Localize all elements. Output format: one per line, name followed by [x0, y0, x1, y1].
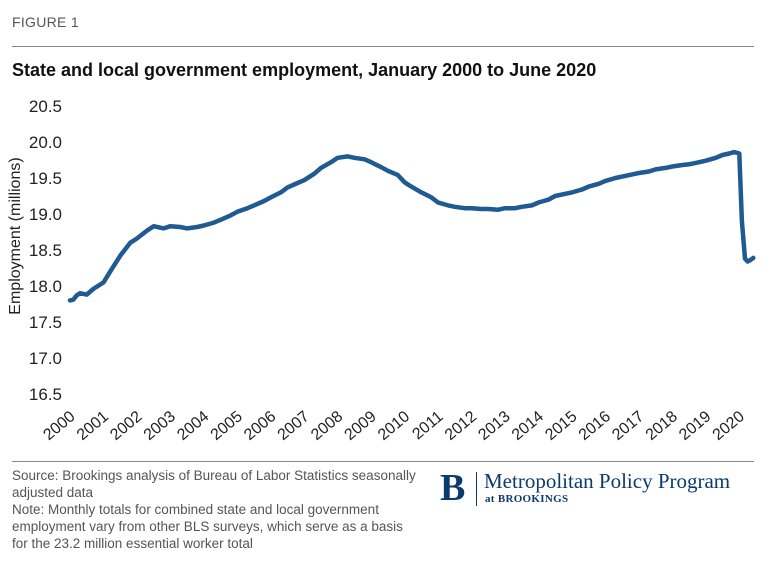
brand-mark: B — [440, 467, 466, 509]
y-tick-label: 17.5 — [29, 313, 62, 332]
x-tick-label: 2017 — [609, 408, 647, 444]
x-tick-label: 2014 — [509, 408, 547, 444]
x-tick-label: 2015 — [542, 408, 580, 444]
x-axis-ticks: 2000200120022003200420052006200720082009… — [40, 408, 748, 444]
x-tick-label: 2009 — [342, 408, 380, 444]
x-tick-label: 2010 — [375, 408, 413, 444]
x-tick-label: 2011 — [409, 408, 446, 443]
chart-notes: Source: Brookings analysis of Bureau of … — [12, 467, 422, 552]
series-line-employment — [67, 149, 756, 303]
y-axis-label: Employment (millions) — [7, 157, 24, 314]
line-chart: 16.5 17.0 17.5 18.0 18.5 19.0 19.5 20.0 20.5 200… — [7, 97, 756, 444]
y-tick-label: 16.5 — [29, 385, 62, 404]
y-tick-label: 19.0 — [29, 205, 62, 224]
top-divider — [12, 46, 754, 47]
y-tick-label: 19.5 — [29, 169, 62, 188]
x-tick-label: 2006 — [241, 408, 279, 444]
x-tick-label: 2018 — [643, 408, 681, 444]
y-tick-label: 20.0 — [29, 133, 62, 152]
x-tick-label: 2005 — [208, 408, 246, 444]
x-tick-label: 2020 — [710, 408, 748, 444]
brookings-logo: B Metropolitan Policy Program at BROOKIN… — [440, 467, 760, 510]
x-tick-label: 2001 — [74, 408, 112, 444]
x-tick-label: 2007 — [275, 408, 313, 444]
x-tick-label: 2012 — [442, 408, 480, 444]
y-tick-label: 18.0 — [29, 277, 62, 296]
x-tick-label: 2000 — [40, 408, 78, 444]
y-axis-ticks: 16.5 17.0 17.5 18.0 18.5 19.0 19.5 20.0 20.5 — [29, 97, 62, 404]
x-tick-label: 2013 — [475, 408, 513, 444]
brand-subtitle: at BROOKINGS — [485, 493, 569, 505]
y-tick-label: 18.5 — [29, 241, 62, 260]
brand-divider — [476, 472, 477, 506]
y-tick-label: 17.0 — [29, 349, 62, 368]
source-note: Source: Brookings analysis of Bureau of … — [12, 468, 416, 500]
brand-name: Metropolitan Policy Program — [484, 469, 731, 493]
x-tick-label: 2016 — [576, 408, 614, 444]
x-tick-label: 2002 — [107, 408, 145, 444]
bottom-divider — [12, 461, 754, 462]
x-tick-label: 2004 — [174, 408, 212, 444]
y-tick-label: 20.5 — [29, 97, 62, 116]
x-tick-label: 2008 — [308, 408, 346, 444]
figure-label: FIGURE 1 — [12, 14, 79, 30]
methodology-note: Note: Monthly totals for combined state … — [12, 502, 403, 551]
chart-title: State and local government employment, J… — [12, 60, 597, 80]
x-tick-label: 2019 — [676, 408, 714, 444]
x-tick-label: 2003 — [141, 408, 179, 444]
